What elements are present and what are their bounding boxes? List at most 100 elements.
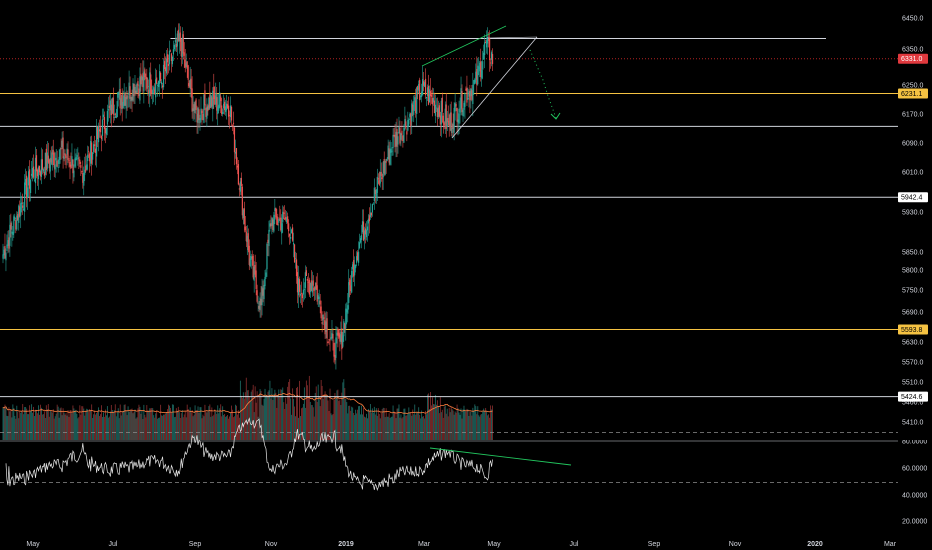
price-tick-label: 6250.0 — [902, 83, 924, 90]
volume-bar — [64, 414, 66, 440]
volume-bar — [321, 385, 323, 440]
candle-body — [159, 71, 161, 84]
volume-bar — [19, 411, 21, 440]
volume-bar — [85, 410, 87, 440]
candle-body — [125, 96, 127, 109]
volume-bar — [376, 415, 378, 440]
volume-bar — [38, 414, 40, 440]
volume-bar — [310, 404, 312, 440]
volume-bar — [105, 415, 107, 440]
volume-bar — [440, 412, 442, 440]
candle-body — [488, 38, 491, 61]
volume-bar — [244, 392, 246, 440]
volume-bar — [291, 414, 293, 440]
upper-trend-line — [421, 25, 507, 67]
volume-bar — [419, 415, 421, 440]
candle-body — [245, 231, 247, 242]
volume-bar — [22, 404, 24, 440]
candle-body — [267, 239, 269, 244]
candle-body — [174, 39, 176, 43]
candle-body — [190, 78, 192, 90]
candle-body — [5, 252, 7, 261]
volume-bar — [110, 404, 112, 440]
candle-body — [376, 176, 378, 193]
volume-bar — [295, 416, 296, 440]
volume-bar — [71, 413, 73, 440]
candle-body — [373, 187, 375, 202]
volume-bar — [465, 411, 467, 440]
candle-body — [357, 252, 359, 261]
time-tick-label: Sep — [189, 541, 202, 548]
volume-bar — [118, 418, 120, 440]
candle-body — [47, 155, 49, 163]
volume-bar — [361, 405, 362, 440]
candle-body — [391, 150, 393, 152]
volume-bar — [187, 409, 189, 440]
volume-bar — [461, 418, 463, 440]
candle-body — [452, 123, 454, 130]
candle-body — [219, 92, 221, 108]
candle-body — [406, 131, 408, 135]
candle-body — [371, 204, 373, 213]
candle-body — [339, 334, 341, 342]
candle-body — [288, 223, 290, 232]
volume-bar — [102, 416, 103, 440]
candle-body — [265, 272, 267, 278]
candle-body — [66, 148, 68, 155]
candle-body — [394, 134, 396, 148]
candle-body — [336, 332, 338, 336]
volume-bar — [53, 418, 55, 440]
candle-body — [429, 91, 432, 97]
volume-bar — [473, 410, 475, 440]
volume-bar — [83, 408, 85, 440]
candle-body — [137, 81, 139, 86]
volume-bar — [116, 412, 118, 440]
volume-bar — [342, 382, 344, 440]
time-tick-label: Sep — [648, 541, 661, 548]
volume-bar — [213, 414, 215, 440]
volume-bar — [333, 399, 335, 440]
volume-bar — [65, 413, 67, 440]
volume-bar — [405, 415, 407, 440]
volume-bar — [337, 389, 339, 440]
price-tick-label: 5510.0 — [902, 380, 924, 387]
volume-bar — [200, 407, 202, 440]
volume-bar — [470, 411, 472, 440]
volume-bar — [201, 418, 203, 440]
volume-bar — [395, 418, 397, 440]
candle-body — [286, 217, 288, 223]
candle-body — [454, 102, 456, 112]
candle-body — [350, 285, 352, 292]
volume-bar — [323, 394, 325, 440]
volume-bar — [336, 390, 338, 440]
volume-bar — [345, 399, 347, 440]
volume-bar — [186, 404, 188, 440]
candle-body — [107, 109, 109, 111]
candle-body — [126, 95, 128, 100]
volume-bar — [41, 414, 43, 440]
candle-body — [428, 89, 431, 103]
volume-bar — [74, 410, 76, 440]
volume-bar — [60, 407, 62, 440]
volume-bar — [84, 415, 86, 440]
volume-bar — [227, 414, 229, 440]
candle-body — [482, 61, 484, 70]
price-tag-label: 5593.8 — [901, 327, 923, 334]
rsi-tick-label: 40.0000 — [902, 493, 927, 500]
candle-body — [485, 42, 487, 44]
candle-body — [299, 293, 302, 296]
volume-bar — [269, 380, 271, 440]
price-tick-label: 6170.0 — [902, 112, 924, 119]
candle-body — [65, 155, 67, 159]
volume-bar — [173, 417, 175, 440]
candle-body — [40, 159, 43, 177]
candle-body — [370, 212, 372, 216]
candle-body — [18, 205, 20, 223]
volume-bar — [114, 404, 116, 440]
candle-body — [158, 80, 160, 88]
volume-bar — [471, 415, 473, 440]
candle-body — [188, 83, 190, 87]
volume-bar — [303, 387, 305, 440]
volume-bar — [13, 407, 15, 440]
candle-body — [328, 339, 330, 341]
